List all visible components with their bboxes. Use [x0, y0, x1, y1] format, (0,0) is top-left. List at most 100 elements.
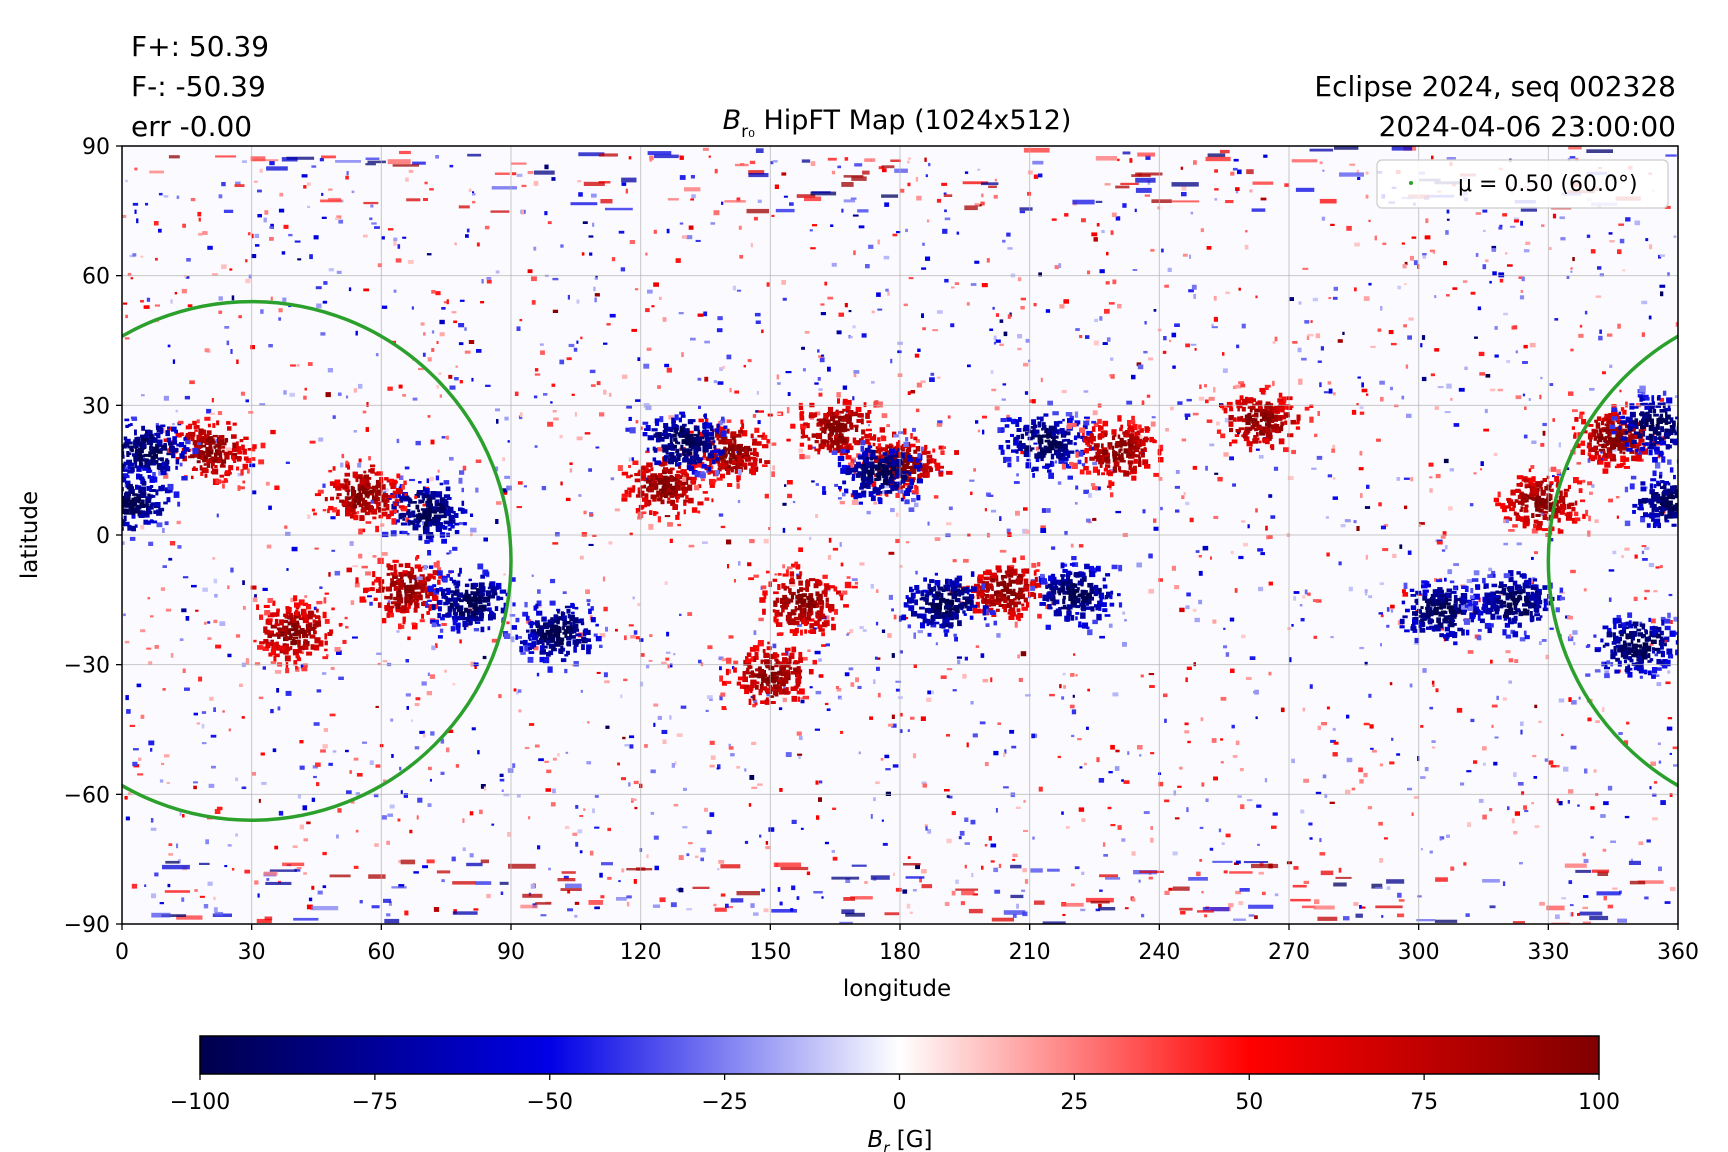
field-pixel: [1027, 170, 1033, 175]
field-pixel: [855, 677, 859, 683]
active-region-pixel: [553, 614, 558, 621]
field-pixel: [957, 659, 961, 665]
field-pixel: [1289, 657, 1292, 663]
active-region-pixel: [137, 497, 142, 502]
field-pixel: [1139, 754, 1142, 757]
field-pixel: [1396, 477, 1401, 481]
field-pixel: [1673, 474, 1676, 480]
field-pixel: [213, 578, 218, 584]
field-pixel: [130, 277, 134, 280]
active-region-pixel: [667, 468, 673, 475]
field-pixel: [1445, 632, 1451, 635]
field-pixel: [870, 814, 873, 819]
field-pixel: [1196, 871, 1201, 877]
field-pixel: [495, 466, 499, 472]
field-pixel: [668, 415, 674, 420]
field-pixel: [1148, 876, 1153, 880]
polar-streak: [534, 170, 555, 175]
active-region-pixel: [263, 626, 268, 633]
field-pixel: [156, 522, 163, 528]
field-pixel: [661, 661, 667, 665]
field-pixel: [1292, 341, 1298, 344]
field-pixel: [552, 788, 556, 794]
polar-streak: [467, 153, 482, 157]
field-pixel: [720, 893, 726, 897]
field-pixel: [704, 497, 710, 501]
active-region-pixel: [451, 593, 454, 599]
active-region-pixel: [392, 574, 398, 579]
field-pixel: [503, 492, 508, 495]
field-pixel: [124, 337, 130, 340]
field-pixel: [338, 676, 344, 680]
field-pixel: [907, 729, 910, 732]
field-pixel: [825, 643, 830, 647]
field-pixel: [262, 587, 268, 591]
active-region-pixel: [127, 445, 135, 449]
field-pixel: [446, 747, 450, 753]
field-pixel: [201, 723, 205, 729]
active-region-pixel: [744, 451, 749, 457]
field-pixel: [1061, 811, 1064, 815]
field-pixel: [1634, 220, 1641, 226]
field-pixel: [459, 380, 463, 384]
field-pixel: [753, 630, 757, 635]
field-pixel: [455, 764, 459, 768]
active-region-pixel: [378, 587, 382, 592]
field-pixel: [810, 247, 816, 250]
active-region-pixel: [123, 515, 127, 522]
active-region-pixel: [681, 489, 687, 496]
active-region-pixel: [162, 527, 165, 533]
field-pixel: [789, 202, 794, 206]
active-region-pixel: [111, 509, 116, 515]
field-pixel: [1218, 828, 1222, 833]
active-region-pixel: [562, 626, 565, 631]
active-region-pixel: [515, 634, 519, 640]
active-region-pixel: [149, 443, 153, 450]
active-region-pixel: [424, 601, 428, 606]
field-pixel: [744, 840, 749, 844]
active-region-pixel: [272, 612, 278, 617]
polar-streak: [1023, 147, 1050, 153]
field-pixel: [167, 344, 171, 348]
polar-streak: [771, 909, 797, 913]
field-pixel: [1346, 225, 1352, 231]
field-pixel: [537, 589, 541, 594]
field-pixel: [1115, 749, 1120, 753]
active-region-pixel: [329, 629, 334, 634]
polar-streak: [383, 898, 392, 903]
field-pixel: [1011, 745, 1017, 749]
polar-streak: [1030, 868, 1043, 873]
field-pixel: [309, 440, 316, 444]
field-pixel: [653, 722, 656, 727]
active-region-pixel: [436, 491, 443, 498]
field-pixel: [429, 778, 432, 782]
field-pixel: [1436, 539, 1443, 542]
active-region-pixel: [98, 509, 104, 514]
field-pixel: [1057, 755, 1061, 759]
field-pixel: [381, 236, 385, 240]
field-pixel: [1458, 387, 1465, 392]
active-region-pixel: [147, 507, 152, 511]
field-pixel: [964, 656, 968, 661]
field-pixel: [815, 514, 818, 518]
active-region-pixel: [457, 615, 461, 621]
active-region-pixel: [640, 474, 645, 479]
field-pixel: [345, 395, 349, 399]
field-pixel: [704, 376, 709, 382]
polar-streak: [811, 191, 831, 194]
field-pixel: [729, 387, 732, 393]
field-pixel: [1391, 737, 1394, 741]
active-region-pixel: [662, 483, 667, 490]
field-pixel: [1086, 726, 1089, 730]
field-pixel: [1390, 604, 1395, 609]
field-pixel: [1326, 706, 1330, 710]
field-pixel: [1570, 745, 1577, 750]
polar-streak: [1135, 172, 1163, 176]
active-region-pixel: [201, 444, 207, 448]
field-pixel: [1179, 766, 1183, 770]
field-pixel: [423, 332, 426, 336]
field-pixel: [512, 763, 516, 768]
field-pixel: [1313, 635, 1318, 639]
field-pixel: [1470, 291, 1476, 295]
field-pixel: [224, 326, 230, 329]
